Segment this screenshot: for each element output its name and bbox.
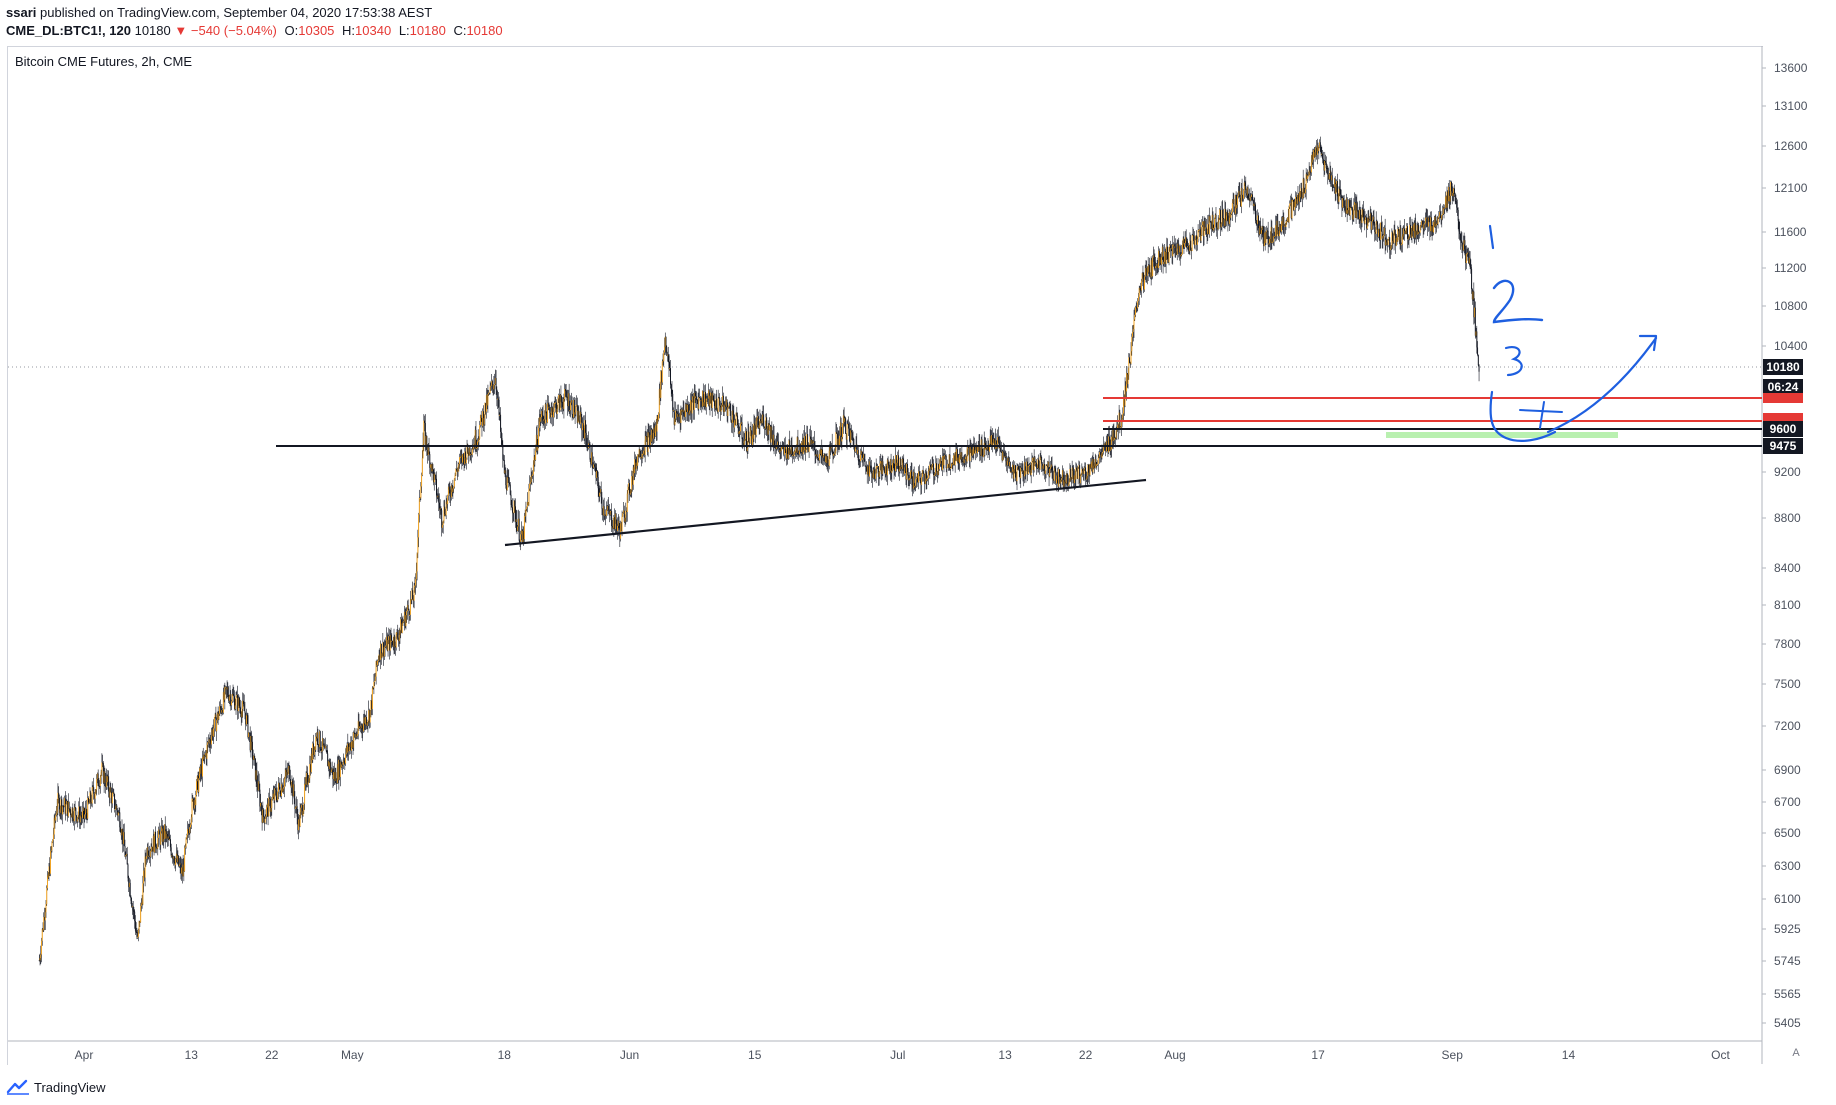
y-tick-label: 8400	[1774, 561, 1801, 575]
ascending-trendline	[504, 478, 1147, 547]
wave-2-mark	[1492, 279, 1544, 324]
x-tick-label: 13	[998, 1048, 1012, 1062]
down-arrow-icon: ▼	[174, 23, 188, 38]
y-tick-label: 7800	[1774, 637, 1801, 651]
auto-scale-button[interactable]: A	[1792, 1047, 1800, 1059]
projection-arrow-head-icon	[1638, 334, 1658, 352]
open-label: O:	[284, 23, 299, 38]
high-value: 10340	[355, 23, 392, 38]
x-tick-label: 17	[1311, 1048, 1325, 1062]
y-tick-label: 6300	[1774, 859, 1801, 873]
price-label-text: 06:24	[1768, 380, 1799, 394]
red-line-price-marker	[1763, 413, 1803, 421]
chart-frame	[7, 46, 1763, 1065]
y-tick-label: 6100	[1774, 892, 1801, 906]
author-name[interactable]: ssari	[6, 5, 37, 20]
y-tick-label: 5925	[1774, 922, 1801, 936]
y-tick-label: 12600	[1774, 139, 1808, 153]
y-tick-label: 5565	[1774, 987, 1801, 1001]
close-value: 10180	[466, 23, 503, 38]
y-tick-label: 9200	[1774, 465, 1801, 479]
y-tick-label: 6500	[1774, 826, 1801, 840]
x-tick-label: May	[341, 1048, 364, 1062]
x-tick-label: 14	[1562, 1048, 1576, 1062]
close-label: C:	[453, 23, 467, 38]
x-tick-label: 22	[1079, 1048, 1093, 1062]
y-tick-label: 10800	[1774, 299, 1808, 313]
y-tick-label: 5745	[1774, 954, 1801, 968]
low-value: 10180	[409, 23, 446, 38]
high-label: H:	[342, 23, 356, 38]
price-label-box	[1763, 421, 1803, 437]
y-tick-label: 10400	[1774, 339, 1808, 353]
wave-3-mark	[1504, 346, 1523, 377]
price-label-text: 9475	[1770, 439, 1797, 453]
y-tick-label: 6700	[1774, 795, 1801, 809]
tradingview-logo-icon	[6, 1079, 29, 1095]
symbol-line: CME_DL:BTC1!, 120 10180 ▼ −540 (−5.04%) …	[6, 23, 503, 38]
open-value: 10305	[298, 23, 335, 38]
published-line: ssari published on TradingView.com, Sept…	[6, 5, 432, 20]
y-tick-label: 6900	[1774, 763, 1801, 777]
x-tick-label: Apr	[75, 1048, 94, 1062]
header: ssari published on TradingView.com, Sept…	[0, 0, 1836, 44]
y-tick-label: 5405	[1774, 1016, 1801, 1030]
y-tick-label: 11600	[1774, 225, 1807, 239]
wave-4-mark	[1519, 401, 1563, 429]
price-label-box	[1763, 438, 1803, 454]
published-text: published on TradingView.com, September …	[40, 5, 433, 20]
y-tick-label: 7500	[1774, 677, 1801, 691]
y-tick-label: 13100	[1774, 99, 1808, 113]
last-price: 10180	[134, 23, 171, 38]
wave-1-mark	[1488, 224, 1495, 250]
x-tick-label: Oct	[1711, 1048, 1730, 1062]
price-label-box	[1763, 379, 1803, 395]
y-tick-label: 8100	[1774, 598, 1801, 612]
x-tick-label: Aug	[1164, 1048, 1185, 1062]
low-label: L:	[398, 23, 410, 38]
candles-group	[38, 136, 1480, 966]
x-tick-label: 15	[748, 1048, 762, 1062]
price-label-box	[1763, 359, 1803, 375]
footer: TradingView	[6, 1079, 106, 1095]
projection-arrow-line	[1546, 336, 1658, 434]
price-label-text: 9600	[1770, 422, 1797, 436]
y-tick-label: 12100	[1774, 181, 1808, 195]
wave-4-curve	[1489, 390, 1557, 442]
x-tick-label: Jul	[890, 1048, 905, 1062]
x-tick-label: 13	[185, 1048, 199, 1062]
x-tick-label: Sep	[1442, 1048, 1464, 1062]
y-tick-label: 13600	[1774, 61, 1808, 75]
price-label-text: 10180	[1766, 360, 1800, 374]
x-tick-label: Jun	[620, 1048, 639, 1062]
y-tick-label: 7200	[1774, 719, 1801, 733]
y-tick-label: 11200	[1774, 261, 1807, 275]
symbol-name: CME_DL:BTC1!, 120	[6, 23, 131, 38]
footer-brand[interactable]: TradingView	[34, 1079, 106, 1095]
x-tick-label: 18	[498, 1048, 512, 1062]
price-change: −540 (−5.04%)	[190, 23, 277, 38]
chart-title: Bitcoin CME Futures, 2h, CME	[15, 54, 192, 69]
y-tick-label: 8800	[1774, 511, 1801, 525]
x-tick-label: 22	[265, 1048, 279, 1062]
red-line-price-marker	[1763, 393, 1803, 403]
